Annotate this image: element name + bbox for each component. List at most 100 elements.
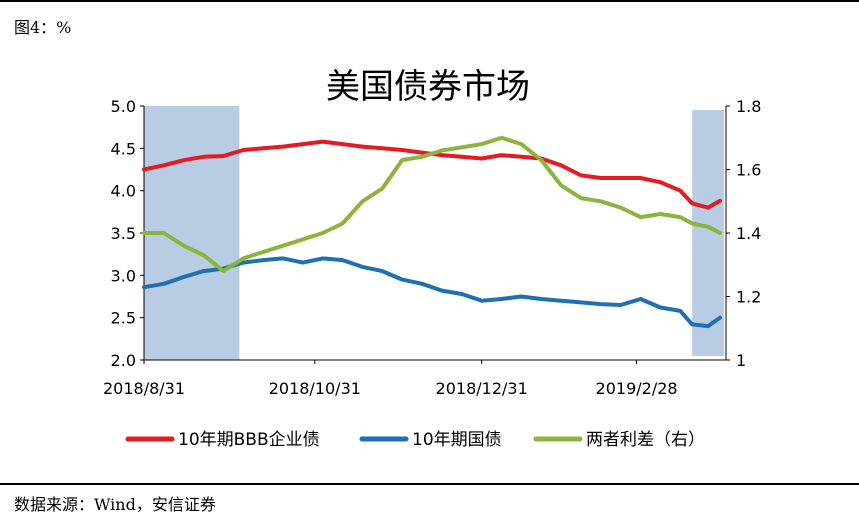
data-point-spread [162,231,166,235]
data-point-spread [281,244,285,248]
data-point-spread [539,158,543,162]
data-point-spread [380,186,384,191]
data-point-treasury [658,305,663,310]
data-point-treasury [380,269,384,273]
data-point-bbb [360,145,365,149]
data-point-bbb [400,148,404,152]
data-point-spread [678,215,682,219]
data-point-spread [619,206,623,210]
legend-label-spread: 两者利差（右） [586,430,705,450]
data-point-spread [400,158,404,162]
data-point-treasury [460,292,464,296]
data-point-treasury [182,275,186,279]
data-point-bbb [241,148,245,152]
data-point-spread [360,199,365,203]
data-point-spread [301,237,305,241]
data-point-bbb [341,142,345,146]
data-point-bbb [678,189,682,193]
data-point-treasury [678,309,682,313]
y-left-tick-label: 4.0 [111,182,136,201]
data-point-treasury [638,297,643,301]
legend-label-treasury: 10年期国债 [412,430,502,450]
data-point-bbb [519,155,523,159]
data-point-bbb [142,167,146,172]
data-point-bbb [460,155,464,159]
data-point-treasury [201,269,206,273]
data-point-bbb [690,201,694,205]
data-point-treasury [718,316,722,320]
data-point-treasury [281,256,285,260]
y-left-tick-label: 5.0 [111,97,136,116]
figure-label: 图4：% [14,18,72,37]
data-point-treasury [480,299,484,303]
data-point-treasury [341,258,345,262]
data-point-bbb [638,176,643,180]
y-left-tick-label: 3.5 [111,224,136,243]
y-left-tick-label: 4.5 [111,139,136,158]
data-point-treasury [706,324,710,328]
data-point-spread [706,225,710,229]
data-point-treasury [539,297,543,301]
x-tick-label: 2018/10/31 [269,379,361,398]
data-point-spread [599,199,603,203]
y-right-tick-label: 1.8 [736,97,761,116]
data-point-treasury [142,285,146,289]
data-point-bbb [718,199,722,203]
data-point-treasury [162,282,166,286]
data-point-bbb [706,206,710,210]
data-point-spread [638,215,643,219]
y-left-tick-label: 2.5 [111,309,136,328]
data-point-treasury [690,322,694,327]
bottom-rule [0,483,859,485]
data-point-treasury [619,303,623,307]
data-point-bbb [162,163,166,167]
source-label: 数据来源：Wind，安信证券 [14,495,216,514]
data-point-spread [341,221,345,226]
x-tick-label: 2018/12/31 [436,379,528,398]
data-point-bbb [619,176,623,180]
data-point-spread [480,142,484,146]
data-point-spread [519,142,523,146]
data-point-treasury [420,282,424,286]
data-point-treasury [579,300,583,305]
chart-title: 美国债券市场 [326,67,530,107]
data-point-bbb [261,146,265,150]
data-point-treasury [440,288,444,293]
data-point-treasury [559,299,563,303]
legend: 10年期BBB企业债 10年期国债 两者利差（右） [125,430,705,450]
data-point-treasury [519,294,523,299]
data-point-spread [579,196,583,200]
shaded-regions [144,106,724,360]
data-point-bbb [480,156,484,161]
data-point-spread [559,183,563,187]
top-rule [0,0,859,2]
data-point-spread [658,212,663,216]
data-point-bbb [440,153,444,157]
y-right-tick-label: 1.2 [736,288,761,307]
data-point-spread [182,244,186,248]
data-point-spread [690,221,694,226]
y-right-tick-label: 1.6 [736,161,761,180]
data-point-spread [261,250,265,254]
series-lines [142,135,722,329]
data-point-treasury [261,258,265,262]
data-point-spread [420,155,424,159]
data-point-bbb [579,173,583,178]
data-point-spread [241,256,245,260]
data-point-treasury [241,261,245,265]
data-point-spread [718,231,722,235]
data-point-treasury [301,261,305,265]
data-point-bbb [321,139,325,144]
data-point-bbb [201,155,206,159]
y-left-tick-label: 3.0 [111,266,136,285]
data-point-bbb [301,142,305,146]
data-point-treasury [321,256,325,260]
data-point-bbb [599,176,603,180]
data-point-bbb [281,145,285,149]
x-tick-label: 2018/8/31 [103,379,185,398]
data-point-treasury [499,297,504,301]
data-point-spread [201,253,206,257]
data-point-spread [321,231,325,235]
data-point-bbb [420,150,424,155]
data-point-spread [499,136,504,140]
